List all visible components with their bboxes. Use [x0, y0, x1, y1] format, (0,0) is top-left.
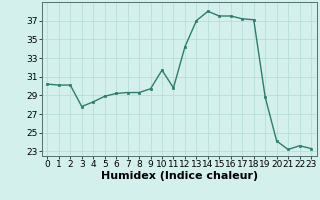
X-axis label: Humidex (Indice chaleur): Humidex (Indice chaleur) — [100, 171, 258, 181]
